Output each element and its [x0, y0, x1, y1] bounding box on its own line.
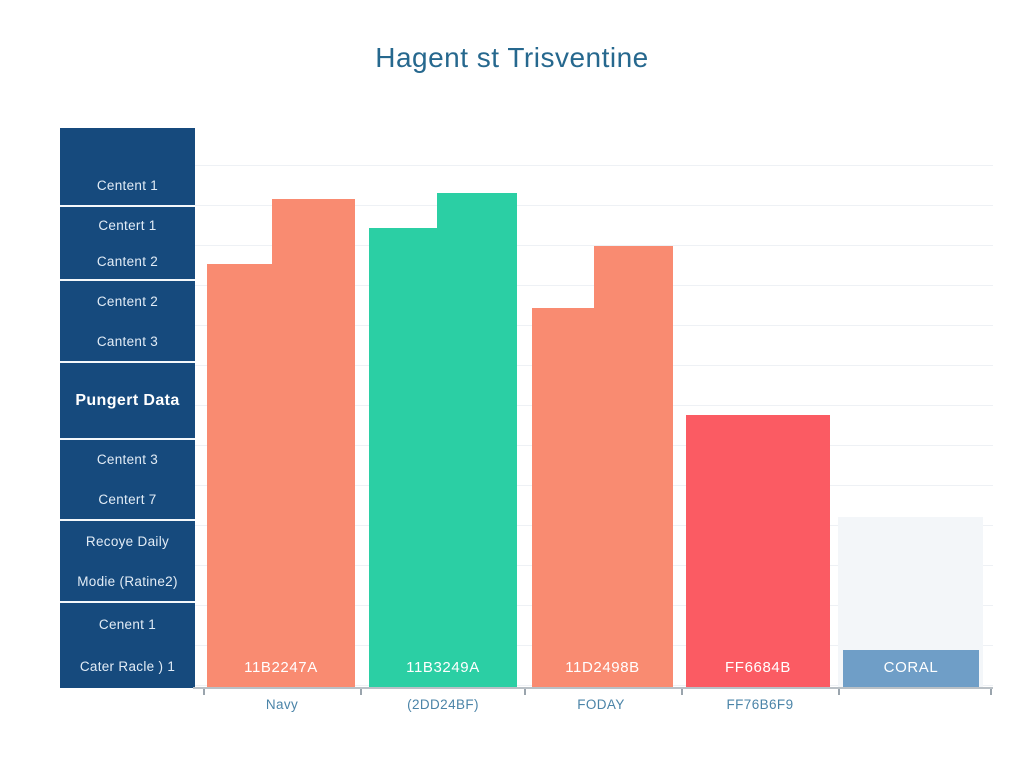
bar-segment [437, 193, 517, 687]
sidebar-cell: Cenent 1 Cater Racle ) 1 [60, 603, 195, 688]
bar-segment [686, 415, 830, 687]
bar-label: FF6684B [725, 659, 791, 676]
bar-segment [532, 308, 594, 687]
sidebar-label: Centent 1 [96, 177, 159, 193]
sidebar-label: Modie (Ratine2) [77, 573, 178, 589]
sidebar-label: Centent 2 [96, 293, 159, 309]
bar-segment [594, 246, 673, 687]
axis-tick [360, 689, 362, 695]
bar-segment [207, 264, 272, 687]
sidebar-label: Centent 3 [96, 452, 159, 468]
bar-segment [272, 199, 355, 687]
x-tick-label: FODAY [577, 697, 625, 712]
gridline [195, 245, 993, 246]
bar-segment [843, 650, 979, 687]
sidebar-cell: Centert 1 Cantent 2 [60, 207, 195, 281]
axis-tick [524, 689, 526, 695]
bar-label: 11B2247A [244, 659, 318, 676]
chart-title: Hagent st Trisventine [375, 42, 649, 73]
sidebar-label: Recoye Daily [85, 533, 170, 549]
sidebar-label: Centert 7 [98, 491, 157, 507]
axis-tick [990, 689, 992, 695]
axis-tick [203, 689, 205, 695]
x-axis-line [193, 687, 993, 689]
axis-tick [838, 689, 840, 695]
gridline [195, 165, 993, 166]
x-tick-label: (2DD24BF) [407, 697, 479, 712]
sidebar-cell: Centent 2 Cantent 3 [60, 281, 195, 363]
sidebar-cell-header: Pungert Data [60, 363, 195, 440]
sidebar: Centent 1 Centert 1 Cantent 2 Centent 2 … [60, 128, 195, 688]
sidebar-label: Cenent 1 [98, 616, 157, 632]
bar-label: 11D2498B [565, 659, 640, 676]
sidebar-label: Pungert Data [75, 391, 180, 409]
sidebar-label: Centert 1 [98, 217, 157, 233]
sidebar-label: Cantent 3 [96, 333, 159, 349]
sidebar-cell: Centent 3 Centert 7 [60, 440, 195, 521]
x-tick-label: Navy [265, 697, 299, 712]
bar-label: 11B3249A [406, 659, 480, 676]
gridline [195, 205, 993, 206]
sidebar-label: Cantent 2 [96, 253, 159, 269]
axis-tick [681, 689, 683, 695]
sidebar-label: Cater Racle ) 1 [79, 659, 176, 675]
bar-segment [369, 228, 437, 687]
sidebar-cell: Recoye Daily Modie (Ratine2) [60, 521, 195, 603]
bar-label: CORAL [883, 659, 939, 676]
x-tick-label: FF76B6F9 [726, 697, 794, 712]
sidebar-cell: Centent 1 [60, 128, 195, 207]
